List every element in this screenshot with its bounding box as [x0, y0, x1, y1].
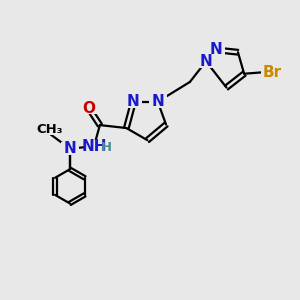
Bar: [61, 142, 79, 155]
Text: N: N: [127, 94, 140, 109]
Text: N: N: [209, 42, 222, 57]
Bar: [207, 44, 224, 56]
Bar: [39, 123, 59, 135]
Text: N: N: [152, 94, 164, 109]
Bar: [261, 66, 282, 79]
Bar: [80, 101, 98, 115]
Text: O: O: [82, 100, 95, 116]
Bar: [149, 95, 167, 108]
Text: N: N: [64, 141, 76, 156]
Text: NH: NH: [81, 139, 107, 154]
Bar: [85, 140, 104, 153]
Bar: [101, 142, 112, 153]
Text: H: H: [101, 141, 112, 154]
Text: N: N: [200, 54, 212, 69]
Text: CH₃: CH₃: [36, 123, 62, 136]
Text: Br: Br: [262, 65, 281, 80]
Bar: [197, 55, 215, 68]
Bar: [124, 95, 142, 108]
